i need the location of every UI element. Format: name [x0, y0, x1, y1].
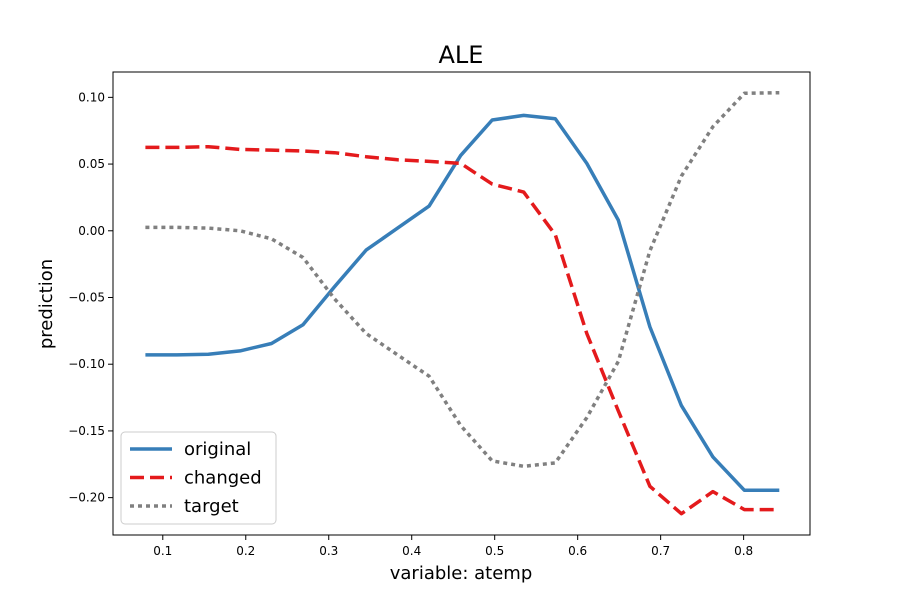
series-line-original	[145, 113, 780, 493]
x-tick-label: 0.4	[402, 544, 421, 558]
legend-label-original: original	[184, 439, 251, 460]
series-layer	[145, 90, 780, 516]
y-axis-ticks: 0.10 0.05 0.00 −0.05 −0.10 −0.15 −0.20	[68, 90, 113, 505]
x-axis-label: variable: atemp	[390, 563, 533, 584]
y-tick-label: −0.05	[68, 290, 105, 304]
plot-frame	[112, 71, 811, 536]
y-tick-label: 0.10	[78, 90, 105, 104]
x-axis-ticks: 0.1 0.2 0.3 0.4 0.5 0.6 0.7 0.8	[153, 535, 753, 558]
x-tick-label: 0.1	[153, 544, 172, 558]
y-axis-label: prediction	[36, 259, 57, 349]
x-tick-label: 0.2	[236, 544, 255, 558]
x-tick-label: 0.3	[319, 544, 338, 558]
y-tick-label: 0.05	[78, 157, 105, 171]
x-tick-label: 0.6	[568, 544, 587, 558]
y-tick-label: −0.15	[68, 424, 105, 438]
y-tick-label: −0.20	[68, 491, 105, 505]
legend: original changed target	[120, 431, 277, 525]
x-tick-label: 0.5	[485, 544, 504, 558]
x-tick-label: 0.8	[734, 544, 753, 558]
legend-box	[120, 431, 277, 525]
chart-title: ALE	[439, 41, 484, 69]
legend-label-changed: changed	[184, 468, 262, 489]
x-tick-label: 0.7	[651, 544, 670, 558]
legend-label-target: target	[184, 496, 239, 517]
y-tick-label: 0.00	[78, 224, 105, 238]
series-line-target	[145, 90, 780, 469]
series-line-changed	[145, 144, 780, 516]
y-tick-label: −0.10	[68, 357, 105, 371]
